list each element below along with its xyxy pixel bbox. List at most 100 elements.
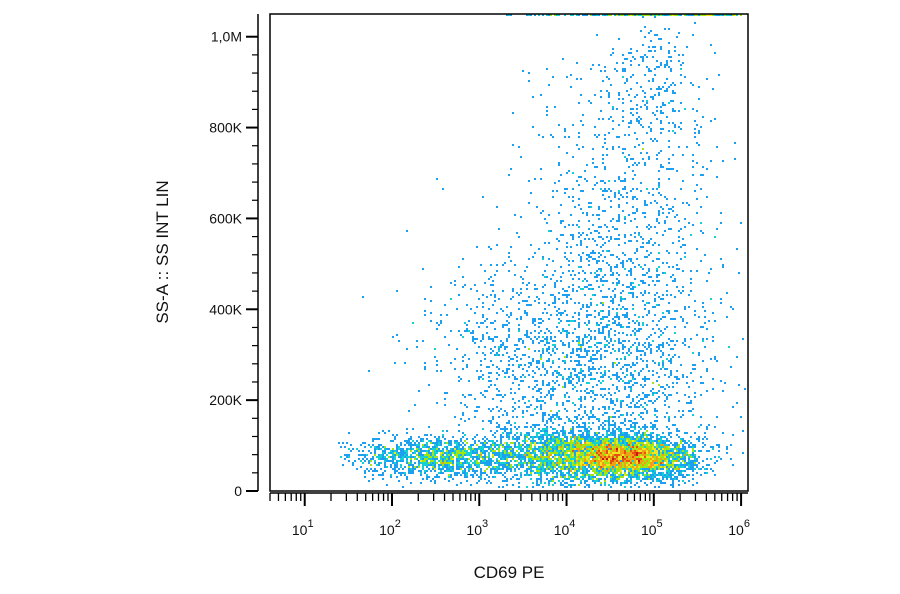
event-point [578, 136, 580, 138]
event-point [614, 474, 616, 476]
event-point [580, 438, 582, 440]
event-point [518, 438, 520, 440]
event-point [634, 454, 636, 456]
event-point [632, 376, 634, 378]
event-point [476, 452, 478, 454]
event-point [494, 450, 496, 452]
event-point [606, 472, 608, 474]
event-point [640, 440, 642, 442]
event-point [494, 446, 496, 448]
event-point [582, 450, 584, 452]
event-point [534, 472, 536, 474]
event-point [414, 466, 416, 468]
event-point [602, 280, 604, 282]
event-point [582, 438, 584, 440]
event-point [718, 446, 720, 448]
event-point [712, 448, 714, 450]
event-point [462, 456, 464, 458]
event-point [680, 464, 682, 466]
event-point [630, 190, 632, 192]
event-point [590, 256, 592, 258]
event-point [582, 476, 584, 478]
event-point [616, 278, 618, 280]
event-point [386, 454, 388, 456]
event-point [440, 452, 442, 454]
event-point [662, 208, 664, 210]
event-point [618, 380, 620, 382]
event-point [520, 466, 522, 468]
event-point [400, 464, 402, 466]
event-point [570, 320, 572, 322]
event-point [666, 78, 668, 80]
event-point [460, 466, 462, 468]
event-point [580, 266, 582, 268]
event-point [640, 152, 642, 154]
event-point [520, 450, 522, 452]
event-point [370, 460, 372, 462]
event-point [464, 468, 466, 470]
event-point [576, 354, 578, 356]
event-point [434, 466, 436, 468]
event-point [542, 366, 544, 368]
event-point [462, 360, 464, 362]
event-point [618, 304, 620, 306]
event-point [596, 452, 598, 454]
event-point [598, 64, 600, 66]
event-point [582, 434, 584, 436]
event-point [532, 256, 534, 258]
event-point [420, 458, 422, 460]
event-point [514, 354, 516, 356]
event-point [564, 310, 566, 312]
event-point [540, 168, 542, 170]
event-point [660, 454, 662, 456]
event-point [598, 206, 600, 208]
event-point [520, 292, 522, 294]
event-point [610, 478, 612, 480]
event-point [578, 220, 580, 222]
event-point [528, 400, 530, 402]
event-point [736, 356, 738, 358]
event-point [624, 216, 626, 218]
event-point [608, 180, 610, 182]
event-point [652, 442, 654, 444]
event-point [372, 440, 374, 442]
event-point [548, 450, 550, 452]
event-point [618, 322, 620, 324]
event-point [562, 342, 564, 344]
event-point [614, 350, 616, 352]
event-point [622, 298, 624, 300]
event-point [700, 260, 702, 262]
event-point [600, 280, 602, 282]
event-point [534, 452, 536, 454]
event-point [416, 458, 418, 460]
event-point [626, 440, 628, 442]
event-point [626, 444, 628, 446]
event-point [652, 374, 654, 376]
event-point [628, 386, 630, 388]
event-point [422, 478, 424, 480]
event-point [660, 64, 662, 66]
event-point [512, 484, 514, 486]
event-point [612, 478, 614, 480]
event-point [494, 470, 496, 472]
event-point [566, 448, 568, 450]
event-point [528, 80, 530, 82]
event-point [606, 262, 608, 264]
event-point [394, 456, 396, 458]
event-point [582, 416, 584, 418]
event-point [592, 444, 594, 446]
event-point [418, 454, 420, 456]
event-point [526, 410, 528, 412]
event-point [556, 476, 558, 478]
event-point [510, 450, 512, 452]
event-point [656, 434, 658, 436]
event-point [422, 456, 424, 458]
event-point [626, 442, 628, 444]
event-point [546, 338, 548, 340]
event-point [578, 314, 580, 316]
event-point [646, 132, 648, 134]
event-point [630, 464, 632, 466]
event-point [596, 280, 598, 282]
event-point [654, 392, 656, 394]
event-point [534, 440, 536, 442]
